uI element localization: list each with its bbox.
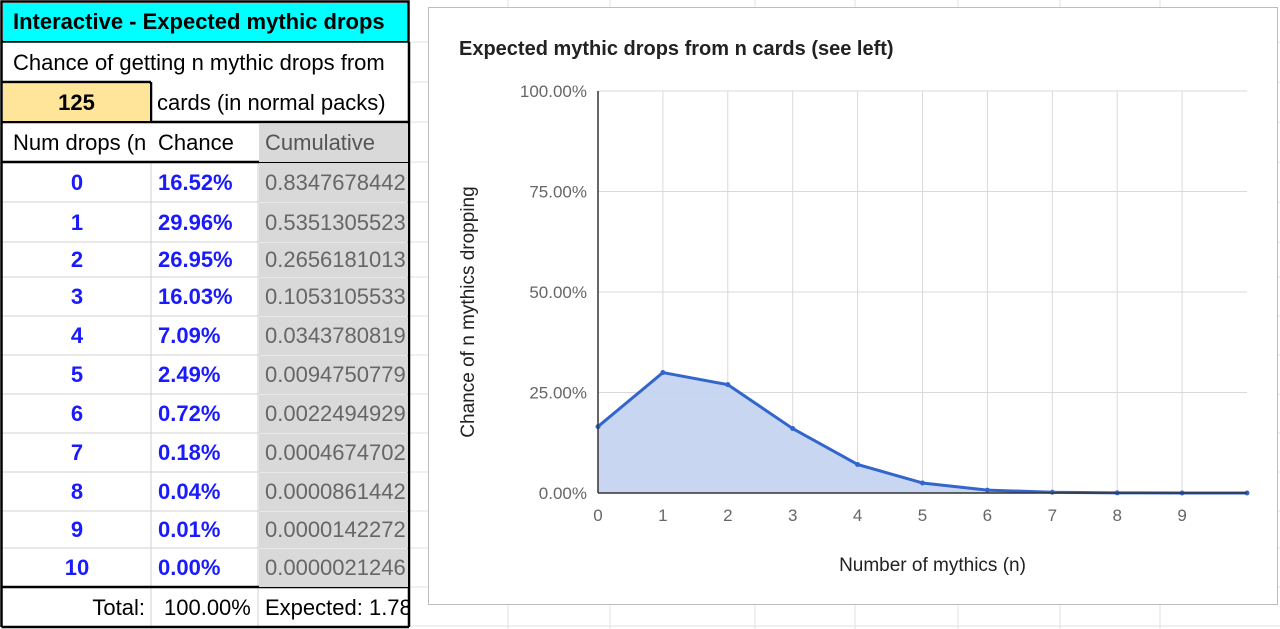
data-point: [660, 370, 666, 376]
chance-cell: 0.18%: [158, 440, 221, 465]
x-tick-label: 7: [1048, 506, 1057, 525]
y-tick-label: 75.00%: [529, 183, 587, 202]
y-tick-label: 0.00%: [539, 484, 587, 503]
drops-count-cell: 7: [70, 440, 84, 465]
x-tick-label: 0: [593, 506, 602, 525]
drops-count-cell: 0: [70, 169, 84, 195]
x-tick-label: 5: [918, 506, 927, 525]
data-point: [790, 426, 796, 432]
drops-count-cell: 2: [70, 247, 84, 272]
cumulative-cell: 0.0343780819: [259, 317, 408, 355]
total-label: Total:: [92, 594, 145, 620]
description-line-2: cards (in normal packs): [157, 89, 386, 115]
x-tick-label: 9: [1177, 506, 1186, 525]
x-tick-label: 3: [788, 506, 797, 525]
card-count-input[interactable]: 125: [3, 84, 150, 121]
cumulative-cell: 0.5351305523: [259, 203, 408, 242]
x-tick-label: 6: [983, 506, 992, 525]
total-value: 100.00%: [164, 594, 251, 620]
y-tick-label: 100.00%: [520, 82, 587, 101]
y-tick-label: 50.00%: [529, 283, 587, 302]
description-line: Chance of getting n mythic drops from: [13, 50, 385, 75]
x-tick-label: 8: [1112, 506, 1121, 525]
chart-panel[interactable]: Expected mythic drops from n cards (see …: [428, 7, 1278, 605]
data-point: [855, 461, 861, 467]
expected-value: Expected: 1.78: [265, 594, 408, 620]
chance-cell: 0.04%: [158, 479, 221, 504]
x-tick-label: 4: [853, 506, 862, 525]
drops-count-cell: 9: [70, 517, 84, 542]
drops-count-cell: 1: [70, 209, 84, 235]
y-tick-label: 25.00%: [529, 384, 587, 403]
mythic-drops-table: Interactive - Expected mythic drops Chan…: [0, 0, 411, 629]
cumulative-cell: 0.0000861442: [259, 473, 408, 511]
drops-count-cell: 3: [70, 284, 84, 309]
x-tick-label: 2: [723, 506, 732, 525]
header-num-drops: Num drops (n: [13, 130, 147, 155]
sheet-title: Interactive - Expected mythic drops: [3, 3, 407, 41]
drops-count-cell: 6: [70, 401, 84, 426]
cumulative-cell: 0.2656181013: [259, 243, 408, 277]
header-cumulative: Cumulative: [259, 124, 408, 162]
cumulative-cell: 0.0022494929: [259, 395, 408, 433]
table-gridlines: [0, 0, 411, 629]
chance-cell: 0.01%: [158, 517, 221, 542]
chance-cell: 16.52%: [158, 169, 233, 195]
chance-cell: 0.72%: [158, 401, 221, 426]
header-chance: Chance: [158, 130, 234, 155]
y-axis-title: Chance of n mythics dropping: [458, 186, 479, 437]
cumulative-cell: 0.0004674702: [259, 434, 408, 472]
chance-cell: 7.09%: [158, 323, 221, 348]
cumulative-cell: 0.0000142272: [259, 512, 408, 548]
x-axis-title: Number of mythics (n): [839, 555, 1026, 576]
cumulative-cell: 0.1053105533: [259, 278, 408, 316]
data-point: [725, 382, 731, 388]
chance-cell: 2.49%: [158, 362, 221, 387]
chance-cell: 0.00%: [158, 555, 221, 580]
chance-cell: 16.03%: [158, 284, 233, 309]
cumulative-cell: 0.0000021246: [259, 549, 408, 587]
data-point: [984, 487, 990, 493]
cumulative-cell: 0.0094750779: [259, 356, 408, 394]
chart-title: Expected mythic drops from n cards (see …: [459, 38, 894, 60]
data-point: [920, 480, 925, 486]
x-tick-label: 1: [658, 506, 667, 525]
chance-cell: 29.96%: [158, 209, 233, 235]
cumulative-cell: 0.8347678442: [259, 163, 408, 202]
drops-count-cell: 4: [70, 323, 84, 348]
chance-cell: 26.95%: [158, 247, 233, 272]
drops-count-cell: 10: [64, 555, 90, 580]
series-area: [598, 372, 1247, 493]
drops-count-cell: 8: [70, 479, 84, 504]
area-chart: 100.00% 75.00% 50.00% 25.00% 0.00% 0 1 2 3 4 5 6 7 8 9…: [458, 82, 1250, 576]
drops-count-cell: 5: [70, 362, 84, 387]
